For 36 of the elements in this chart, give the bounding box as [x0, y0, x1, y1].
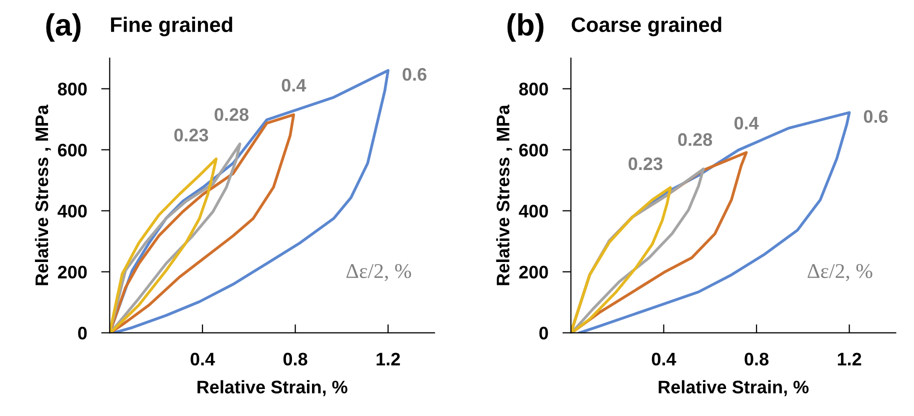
- y-tick-label: 800: [58, 82, 87, 96]
- x-axis-title: Relative Strain, %: [198, 380, 348, 396]
- chart-title: (a): [46, 13, 81, 42]
- series-label: 0.6: [402, 68, 426, 81]
- y-tick-label: 400: [58, 204, 87, 218]
- series-label: 0.6: [864, 110, 888, 123]
- annotation: Δε/2, %: [346, 264, 412, 282]
- annotation: Δε/2, %: [808, 264, 872, 282]
- x-tick-label: 0.4: [652, 352, 676, 366]
- x-tick-label: 0.8: [283, 352, 308, 366]
- y-tick-label: 600: [519, 144, 548, 156]
- series-label: 0.23: [174, 128, 208, 142]
- series-label: 0.23: [628, 157, 662, 170]
- x-axis-title: Relative Strain, %: [658, 380, 809, 396]
- y-tick-label: 0: [78, 326, 87, 340]
- line-series: [570, 186, 672, 333]
- y-tick-label: 200: [58, 266, 87, 279]
- series-label: 0.4: [734, 116, 759, 130]
- x-tick-label: 0.4: [190, 352, 215, 366]
- x-tick-label: 1.2: [376, 352, 400, 366]
- chart-subtitle: Fine grained: [111, 16, 232, 36]
- chart-title: (b): [507, 13, 544, 42]
- y-tick-label: 200: [519, 266, 548, 279]
- y-tick-label: 800: [519, 82, 548, 96]
- series-label: 0.4: [282, 78, 306, 92]
- series-label: 0.28: [214, 108, 249, 121]
- x-tick-label: 1.2: [838, 352, 862, 366]
- y-tick-label: 0: [539, 326, 548, 340]
- y-axis-title: Relative Stress , MPa: [496, 104, 512, 286]
- x-tick-label: 0.8: [744, 352, 769, 366]
- y-tick-label: 400: [518, 204, 548, 218]
- y-tick-label: 600: [58, 144, 87, 156]
- y-axis-title: Relative Stress , MPa: [34, 104, 51, 286]
- chart-subtitle: Coarse grained: [572, 16, 722, 36]
- series-label: 0.28: [678, 133, 712, 146]
- line-series: [110, 158, 218, 333]
